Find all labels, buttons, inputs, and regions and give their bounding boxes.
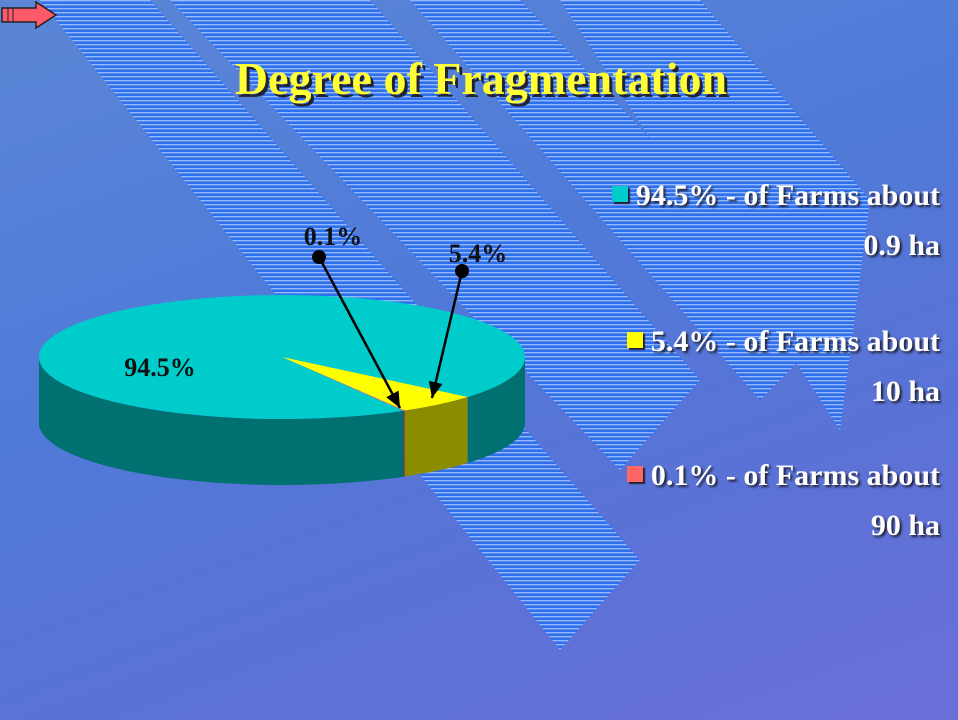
legend-label: 94.5% - of Farms about 0.9 ha [635, 179, 940, 262]
leader-arrowhead [428, 380, 443, 398]
value-label: 5.4% [449, 239, 508, 268]
slice [282, 357, 405, 411]
legend-label: 5.4% - of Farms about 10 ha [650, 325, 940, 408]
legend-item: 5.4% - of Farms about 10 ha [590, 317, 940, 417]
leader-line [430, 270, 464, 399]
value-label: 94.5% [124, 353, 196, 382]
legend-swatch [626, 466, 643, 482]
leader-dot [312, 250, 326, 264]
leader-dot [455, 264, 469, 278]
value-label: 0.1% [304, 222, 363, 251]
chart-title: Degree of Fragmentation [235, 53, 727, 104]
legend-label: 0.1% - of Farms about 90 ha [650, 459, 940, 542]
leader-line [317, 256, 402, 409]
legend-item: 0.1% - of Farms about 90 ha [590, 451, 940, 551]
slice-side [404, 397, 468, 477]
slice-side [403, 410, 405, 477]
chart-title-shadow: Degree of Fragmentation [238, 56, 730, 107]
leader-arrowhead [386, 390, 400, 408]
slice [282, 357, 468, 411]
slice-side [467, 357, 525, 464]
legend-item: 94.5% - of Farms about 0.9 ha [590, 171, 940, 271]
legend-swatch [626, 332, 643, 348]
next-button[interactable] [0, 0, 58, 30]
legend-swatch [611, 186, 628, 202]
pie: 94.5% 5.4% 0.1% [39, 222, 525, 485]
slice-side [39, 357, 404, 485]
